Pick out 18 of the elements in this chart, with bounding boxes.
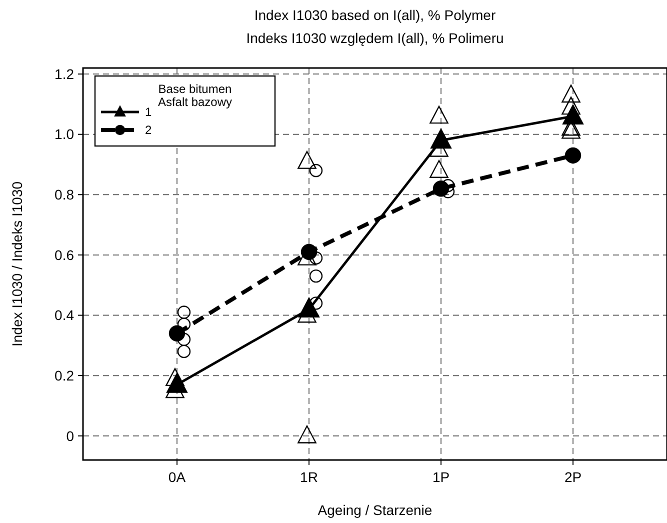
chart-title: Index I1030 based on I(all), % Polymer (254, 7, 496, 23)
x-tick-label: 1P (432, 469, 450, 485)
x-tick-label: 0A (168, 469, 186, 485)
y-tick-label: 0.8 (54, 186, 74, 203)
y-tick-label: 0.2 (54, 367, 74, 384)
legend-label: 2 (145, 123, 152, 137)
x-tick-label: 1R (300, 469, 318, 485)
x-tick-label: 2P (564, 469, 582, 485)
y-tick-label: 0 (66, 428, 74, 444)
y-axis-title: Index I1030 / Indeks I1030 (9, 181, 25, 347)
y-tick-label: 0.4 (54, 307, 74, 324)
x-axis-title: Ageing / Starzenie (318, 502, 432, 518)
y-tick-label: 1.2 (54, 66, 74, 82)
legend-label: 1 (145, 105, 152, 119)
y-tick-label: 0.6 (54, 246, 74, 263)
y-tick-label: 1.0 (54, 126, 74, 142)
chart-subtitle: Indeks I1030 względem I(all), % Polimeru (246, 30, 504, 46)
legend-title: Base bitumen Asfalt bazowy (158, 82, 232, 109)
